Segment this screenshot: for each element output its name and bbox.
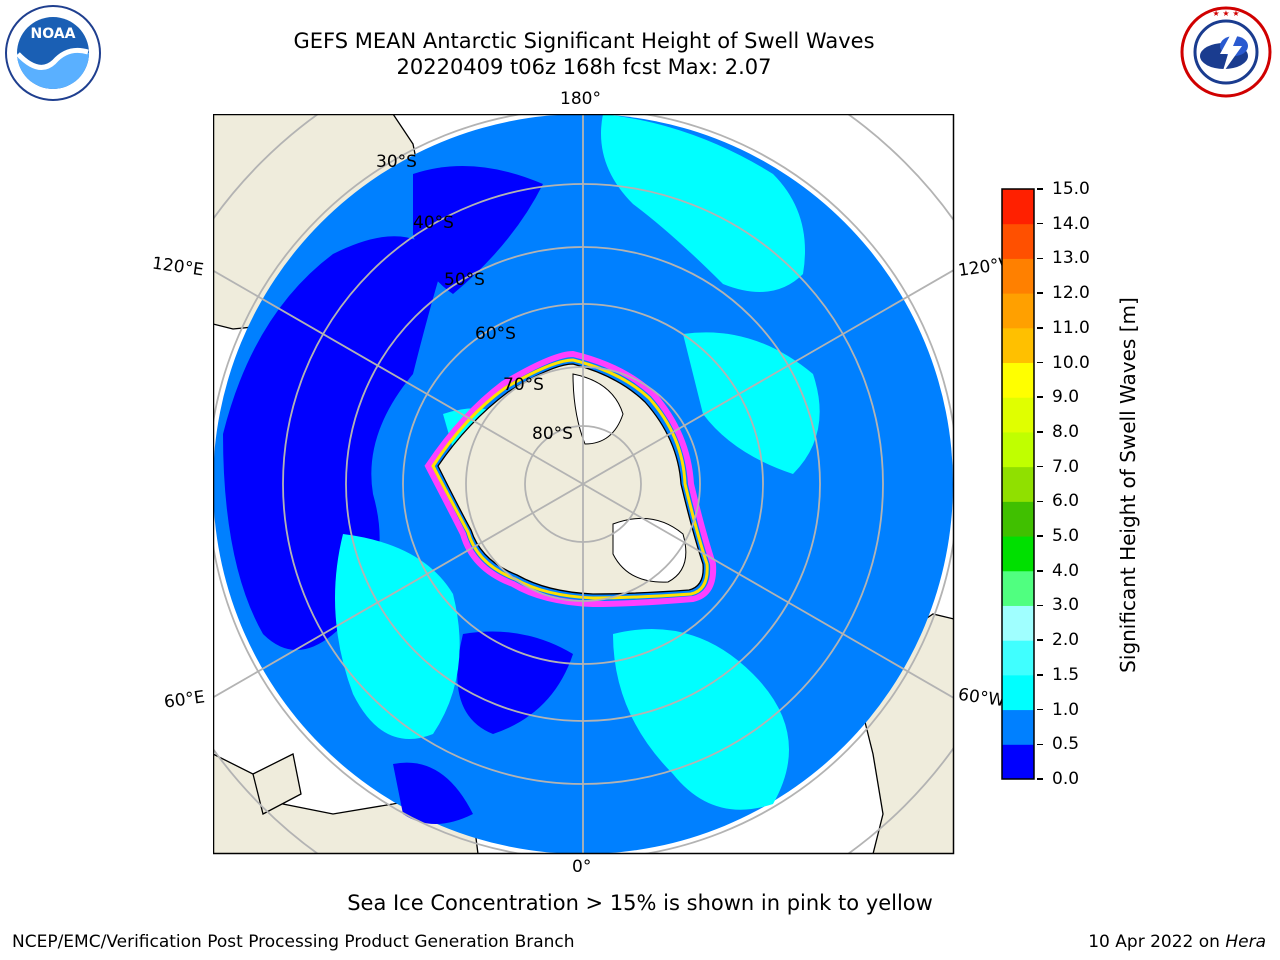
noaa-logo: NOAA	[5, 5, 101, 101]
graticule	[213, 114, 954, 854]
colorbar-band	[1002, 258, 1034, 294]
lat-label-70s: 70°S	[503, 375, 544, 395]
colorbar-band	[1002, 605, 1034, 641]
colorbar-band	[1002, 674, 1034, 711]
generation-date-text: 10 Apr 2022 on	[1088, 932, 1226, 952]
colorbar-tick-mark	[1037, 708, 1043, 711]
colorbar-tick-label: 9.0	[1052, 387, 1080, 408]
colorbar-band	[1002, 431, 1034, 468]
lat-label-30s: 30°S	[376, 152, 417, 172]
colorbar-tick-label: 4.0	[1052, 560, 1080, 581]
svg-text:NOAA: NOAA	[31, 26, 76, 42]
colorbar-tick-label: 1.5	[1052, 664, 1080, 685]
low-swell-zone-tasman	[413, 166, 543, 294]
sea-ice-note: Sea Ice Concentration > 15% is shown in …	[347, 891, 933, 915]
lat-label-50s: 50°S	[444, 270, 485, 290]
colorbar-band	[1002, 709, 1034, 745]
colorbar-tick-mark	[1037, 639, 1043, 641]
colorbar-tick-mark	[1037, 222, 1043, 225]
svg-text:★ ★ ★: ★ ★ ★	[1212, 9, 1239, 18]
colorbar-tick-mark	[1037, 570, 1043, 572]
colorbar-band	[1002, 744, 1034, 780]
low-swell-zone-indian	[223, 236, 443, 650]
colorbar-tick-mark	[1037, 465, 1043, 468]
colorbar-tick-label: 2.0	[1052, 630, 1080, 651]
colorbar-tick-label: 6.0	[1052, 491, 1080, 512]
colorbar-tick-mark	[1037, 188, 1043, 190]
lat-label-60s: 60°S	[475, 324, 516, 344]
lat-label-40s: 40°S	[413, 213, 454, 233]
lon-label-bottom: 0°	[572, 857, 592, 877]
low-swell-zone-atlantic	[457, 631, 573, 734]
colorbar-band	[1002, 327, 1034, 364]
colorbar-tick-label: 14.0	[1052, 213, 1090, 234]
colorbar-tick-label: 0.0	[1052, 769, 1080, 789]
colorbar-tick-mark	[1037, 396, 1043, 398]
swell-zone-pacific	[601, 114, 805, 292]
colorbar-band	[1002, 466, 1034, 502]
polar-map	[213, 114, 955, 855]
swell-zone-south-atlantic	[335, 534, 460, 739]
colorbar-band	[1002, 570, 1034, 606]
colorbar-label: Significant Height of Swell Waves [m]	[1116, 297, 1140, 673]
ronne-ice-shelf	[612, 517, 687, 583]
colorbar-tick-mark	[1037, 257, 1043, 260]
map-frame	[213, 114, 955, 855]
colorbar-tick-mark	[1037, 778, 1043, 780]
colorbar-tick-label: 11.0	[1052, 317, 1090, 338]
sea-ice-edge-inner	[431, 358, 709, 600]
low-swell-zone-africa	[393, 762, 473, 824]
colorbar-tick-mark	[1037, 361, 1043, 364]
colorbar-band	[1002, 189, 1034, 225]
lon-label-lower-left: 60°E	[162, 687, 207, 713]
colorbar-band	[1002, 501, 1034, 537]
lat-label-80s: 80°S	[532, 424, 573, 444]
colorbar-tick-mark	[1037, 535, 1043, 537]
colorbar-band	[1002, 293, 1034, 329]
colorbar-tick-label: 15.0	[1052, 179, 1090, 199]
generation-host: Hera	[1225, 932, 1266, 952]
producer-credit: NCEP/EMC/Verification Post Processing Pr…	[12, 932, 575, 952]
colorbar-band	[1002, 640, 1034, 676]
colorbar-tick-label: 13.0	[1052, 248, 1090, 269]
colorbar-band	[1002, 536, 1034, 572]
lon-label-top: 180°	[560, 89, 601, 109]
colorbar-tick-mark	[1037, 743, 1043, 746]
colorbar-tick-label: 7.0	[1052, 456, 1080, 477]
madagascar-landmass	[252, 753, 302, 815]
colorbar-tick-label: 12.0	[1052, 283, 1090, 304]
colorbar-band	[1002, 362, 1034, 398]
colorbar-tick-label: 8.0	[1052, 421, 1080, 442]
colorbar-tick-label: 1.0	[1052, 699, 1080, 720]
map-subtitle: 20220409 t06z 168h fcst Max: 2.07	[396, 55, 772, 79]
generation-date: 10 Apr 2022 on Hera	[1088, 932, 1266, 952]
map-title: GEFS MEAN Antarctic Significant Height o…	[293, 29, 875, 53]
lon-label-upper-left: 120°E	[150, 253, 205, 281]
colorbar-tick-mark	[1037, 604, 1043, 607]
colorbar-tick-label: 5.0	[1052, 526, 1080, 547]
colorbar-tick-label: 0.5	[1052, 734, 1080, 755]
colorbar-tick-mark	[1037, 674, 1043, 676]
colorbar-tick-mark	[1037, 500, 1043, 503]
colorbar-tick-mark	[1037, 431, 1043, 433]
colorbar-tick-label: 10.0	[1052, 352, 1090, 373]
lon-label-lower-right: 60°W	[956, 684, 1007, 712]
colorbar-band	[1002, 223, 1034, 259]
colorbar-tick-mark	[1037, 292, 1043, 294]
swell-zone-drake	[613, 629, 789, 810]
colorbar-band	[1002, 397, 1034, 433]
colorbar-tick-label: 3.0	[1052, 595, 1080, 616]
nws-logo: ★ ★ ★	[1180, 6, 1272, 98]
colorbar-tick-mark	[1037, 327, 1043, 329]
colorbar	[1001, 188, 1035, 780]
